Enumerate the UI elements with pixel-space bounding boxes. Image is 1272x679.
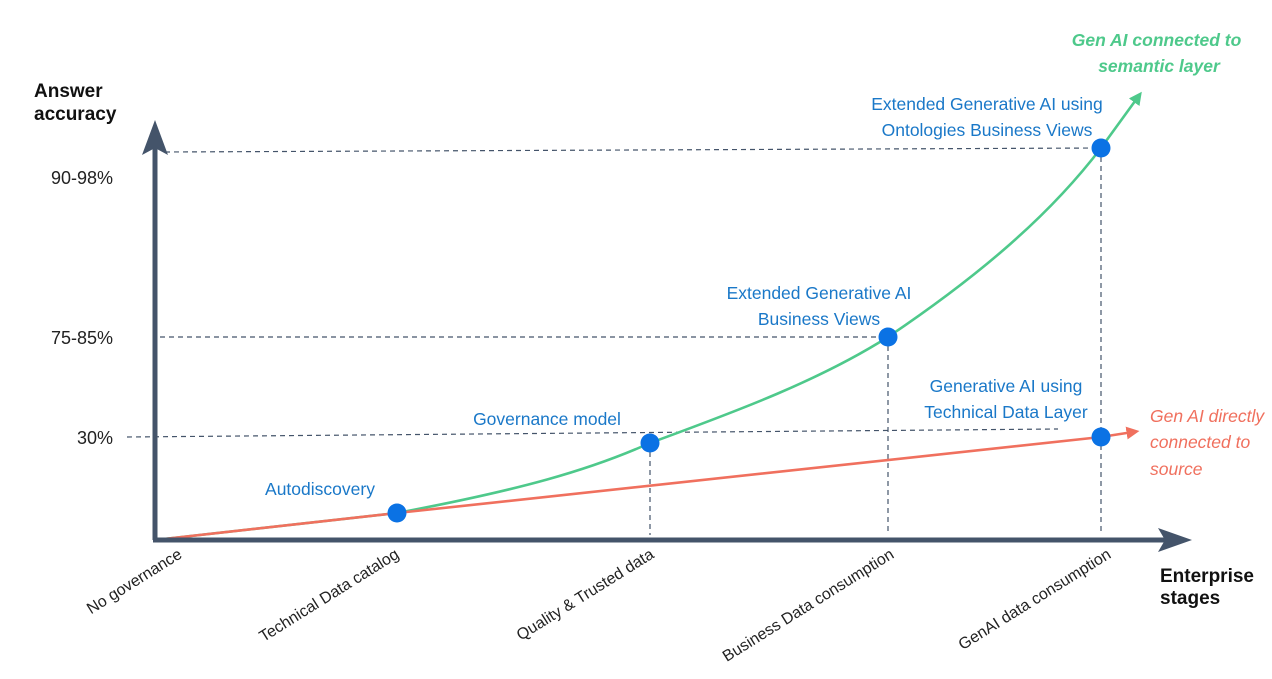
series-line-red bbox=[154, 426, 1140, 542]
y-axis-title: Answer accuracy bbox=[34, 81, 117, 125]
point-labels: Autodiscovery Governance model Extended Ge… bbox=[265, 94, 1103, 499]
y-tick-label: 30% bbox=[77, 428, 113, 448]
data-point bbox=[1091, 138, 1111, 158]
series-lines bbox=[154, 91, 1142, 542]
x-axis-arrow bbox=[1158, 528, 1192, 552]
data-point bbox=[640, 433, 660, 453]
x-tick-label: Technical Data catalog bbox=[257, 546, 403, 646]
point-label-line: Generative AI using bbox=[930, 376, 1083, 396]
series-label-red-line-3: source bbox=[1150, 459, 1203, 479]
x-tick-labels: No governance Technical Data catalog Quali… bbox=[84, 546, 1114, 666]
point-label: Governance model bbox=[473, 409, 621, 429]
y-axis-title-line-2: accuracy bbox=[34, 104, 117, 125]
series-label-red: Gen AI directly connected to source bbox=[1150, 406, 1269, 479]
point-label-line: Extended Generative AI using bbox=[871, 94, 1103, 114]
x-tick-label: No governance bbox=[84, 546, 185, 618]
data-point bbox=[387, 503, 407, 523]
data-point bbox=[878, 327, 898, 347]
y-axis-arrow bbox=[142, 120, 168, 155]
x-axis-title: Enterprise stages bbox=[1160, 566, 1259, 609]
point-label: Generative AI using Technical Data Layer bbox=[924, 376, 1088, 422]
x-tick-label: GenAI data consumption bbox=[956, 546, 1114, 654]
point-label: Autodiscovery bbox=[265, 479, 375, 499]
series-label-red-line-1: Gen AI directly bbox=[1150, 406, 1265, 426]
x-axis-title-line-1: Enterprise bbox=[1160, 566, 1254, 587]
x-tick-label: Business Data consumption bbox=[720, 546, 897, 666]
data-points bbox=[387, 138, 1111, 523]
series-label-green: Gen AI connected to semantic layer bbox=[1072, 30, 1246, 76]
series-label-green-line-2: semantic layer bbox=[1098, 56, 1221, 76]
point-label-line: Business Views bbox=[758, 309, 880, 329]
point-label: Extended Generative AI using Ontologies B… bbox=[871, 94, 1103, 140]
series-label-red-line-2: connected to bbox=[1150, 432, 1250, 452]
point-label: Extended Generative AI Business Views bbox=[727, 283, 912, 329]
data-point bbox=[1091, 427, 1111, 447]
point-label-line: Governance model bbox=[473, 409, 621, 429]
guide-line-horizontal bbox=[164, 147, 1102, 153]
x-tick-label: Quality & Trusted data bbox=[514, 546, 657, 644]
y-tick-labels: 90-98% 75-85% 30% bbox=[51, 168, 113, 448]
point-label-line: Ontologies Business Views bbox=[882, 120, 1093, 140]
guide-lines bbox=[126, 147, 1102, 535]
series-label-green-line-1: Gen AI connected to bbox=[1072, 30, 1242, 50]
series-line-green bbox=[154, 91, 1142, 542]
y-axis-title-line-1: Answer bbox=[34, 81, 103, 102]
point-label-line: Autodiscovery bbox=[265, 479, 375, 499]
axes bbox=[142, 120, 1192, 552]
x-axis-title-line-2: stages bbox=[1160, 588, 1220, 609]
point-label-line: Technical Data Layer bbox=[924, 402, 1088, 422]
y-tick-label: 90-98% bbox=[51, 168, 113, 188]
y-tick-label: 75-85% bbox=[51, 328, 113, 348]
guide-line-horizontal bbox=[126, 428, 1059, 438]
point-label-line: Extended Generative AI bbox=[727, 283, 912, 303]
